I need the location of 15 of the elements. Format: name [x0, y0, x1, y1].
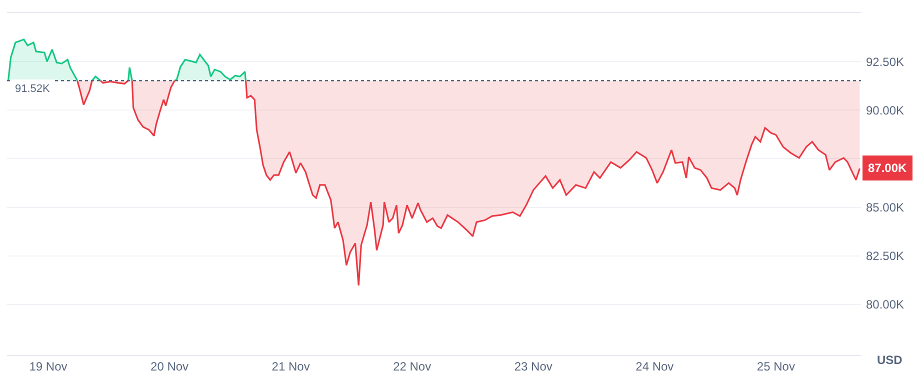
y-axis-title: USD [877, 353, 903, 367]
y-tick-label: 92.50K [866, 54, 904, 69]
x-tick-label: 23 Nov [514, 359, 552, 374]
annotation: 87.00K [868, 161, 908, 175]
x-tick-label: 19 Nov [29, 359, 68, 374]
y-tick-label: 82.50K [866, 249, 904, 264]
x-tick-label: 20 Nov [150, 359, 189, 374]
x-tick-label: 24 Nov [636, 359, 674, 374]
y-tick-label: 80.00K [866, 298, 904, 312]
y-tick-label: 90.00K [866, 103, 904, 118]
ref-line-label: 91.52K [15, 83, 51, 95]
x-tick-label: 21 Nov [272, 359, 310, 374]
y-tick-label: 85.00K [866, 200, 904, 215]
x-tick-label: 22 Nov [393, 359, 432, 374]
x-tick-label: 25 Nov [756, 359, 795, 374]
